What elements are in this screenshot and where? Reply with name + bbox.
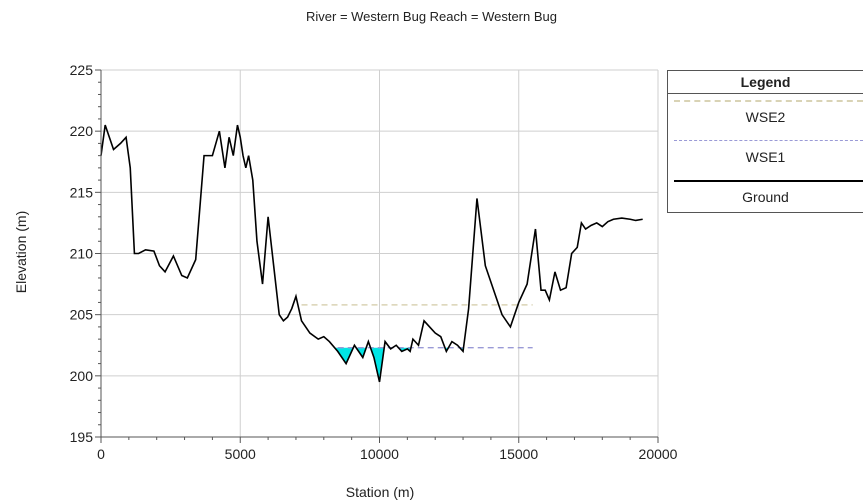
legend-label-wse2: WSE2 [745, 109, 786, 125]
x-tick-label: 0 [97, 446, 105, 462]
legend-title: Legend [668, 71, 863, 94]
legend-swatch-wse1 [674, 140, 863, 141]
chart-title: River = Western Bug Reach = Western Bug [306, 9, 557, 24]
y-tick-label: 200 [70, 368, 94, 384]
y-axis-label: Elevation (m) [13, 211, 29, 293]
x-tick-label: 15000 [499, 446, 538, 462]
y-tick-label: 215 [70, 184, 94, 200]
y-tick-label: 225 [70, 62, 94, 78]
legend-item-ground: Ground [668, 174, 863, 212]
water-area [334, 347, 354, 364]
water-fill [334, 347, 464, 382]
x-tick-label: 20000 [639, 446, 678, 462]
x-tick-label: 5000 [225, 446, 256, 462]
axes: 0 5000 10000 15000 20000 195 200 205 210 215 220 22… [70, 62, 678, 462]
series-line-ground [100, 124, 643, 383]
y-tick-label: 220 [70, 123, 94, 139]
legend-label-wse1: WSE1 [745, 149, 786, 165]
y-tick-label: 195 [70, 429, 94, 445]
legend-label-ground: Ground [742, 189, 789, 205]
series-lines [100, 124, 643, 383]
legend: Legend WSE2 WSE1 Ground [667, 70, 863, 213]
y-tick-label: 205 [70, 307, 94, 323]
legend-swatch-wse2 [674, 100, 863, 102]
legend-item-wse2: WSE2 [668, 94, 863, 134]
legend-swatch-ground [674, 180, 863, 182]
x-tick-label: 10000 [360, 446, 399, 462]
y-tick-label: 210 [70, 246, 94, 262]
legend-item-wse1: WSE1 [668, 134, 863, 174]
x-axis-label: Station (m) [346, 484, 414, 500]
